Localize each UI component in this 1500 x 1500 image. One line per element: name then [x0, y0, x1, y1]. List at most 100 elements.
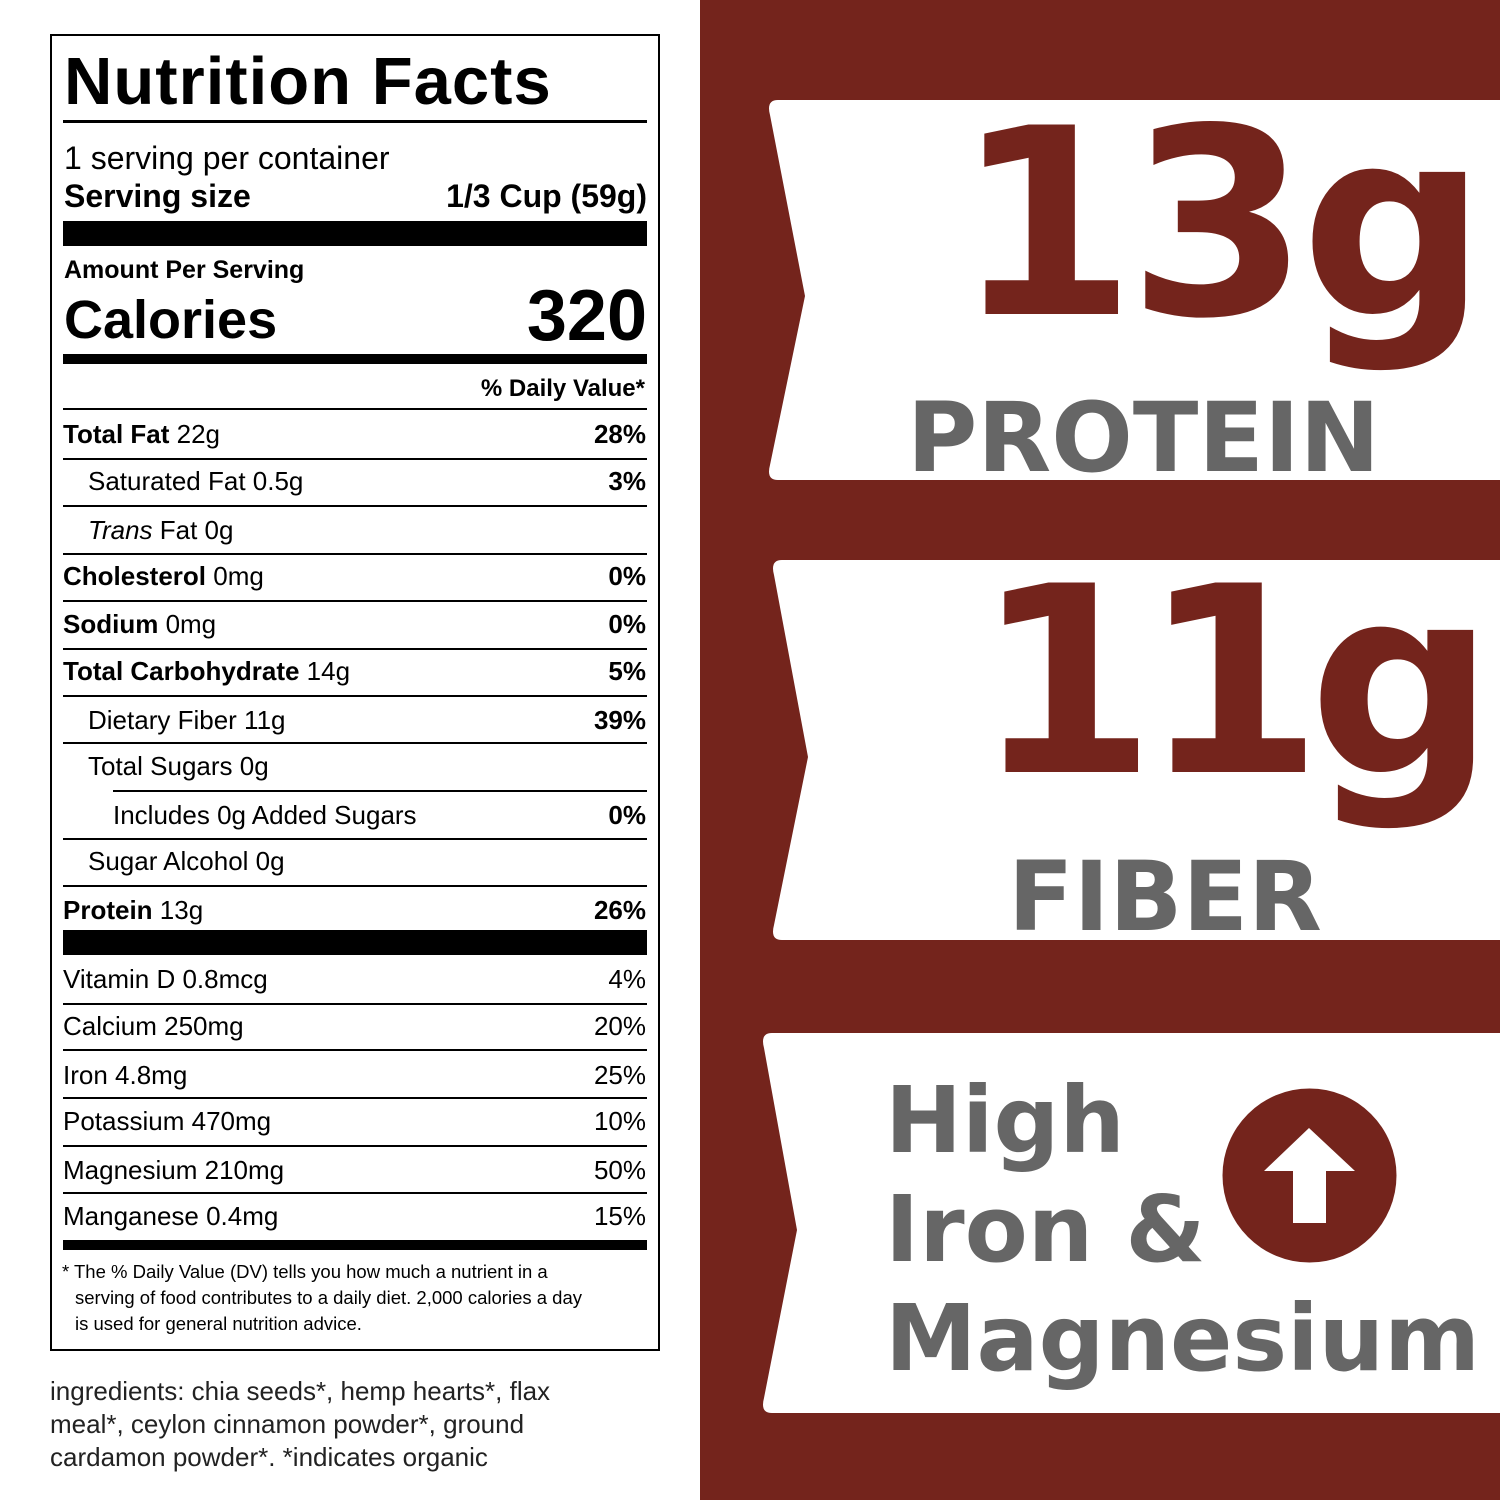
row-divider: [63, 1097, 647, 1099]
minerals-line-3: Magnesium: [885, 1285, 1481, 1392]
nutrient-amount: 0mg: [206, 561, 264, 591]
nutrient-bold: Cholesterol: [63, 561, 207, 591]
row-divider: [63, 838, 647, 840]
nutrient-name: Saturated Fat 0.5g: [88, 468, 303, 494]
row-divider: [63, 1145, 647, 1147]
amount-per-serving: Amount Per Serving: [64, 256, 305, 284]
nutrient-name: Calcium 250mg: [63, 1013, 244, 1039]
minerals-line-1: High: [885, 1067, 1125, 1174]
fiber-label: FIBER: [1008, 841, 1322, 953]
divider: [63, 408, 647, 410]
protein-label: PROTEIN: [907, 382, 1381, 494]
nutrient-amount: Magnesium 210mg: [63, 1155, 285, 1185]
nutrient-name: Cholesterol 0mg: [63, 563, 264, 589]
divider: [63, 120, 647, 123]
protein-banner: [769, 100, 1500, 480]
nutrient-name: Manganese 0.4mg: [63, 1203, 278, 1229]
nutrient-amount: Manganese 0.4mg: [63, 1201, 279, 1231]
daily-value-percent: 0%: [608, 609, 646, 639]
thick-bar: [63, 930, 647, 955]
nutrient-name: Vitamin D 0.8mcg: [63, 966, 268, 992]
daily-value-percent: 50%: [593, 1155, 646, 1185]
nutrient-amount: Total Sugars 0g: [88, 751, 269, 781]
row-divider: [63, 648, 647, 650]
nutrient-name: Dietary Fiber 11g: [88, 707, 286, 733]
daily-value-header: % Daily Value*: [480, 375, 645, 402]
ingredients-line-2: meal*, ceylon cinnamon powder*, ground: [50, 1409, 525, 1439]
row-divider: [63, 458, 647, 460]
row-divider: [63, 553, 647, 555]
row-divider: [63, 1003, 647, 1005]
nutrient-name: Includes 0g Added Sugars: [113, 802, 417, 828]
nutrient-amount: Sugar Alcohol 0g: [88, 846, 285, 876]
daily-value-percent: 3%: [608, 466, 646, 496]
nutrient-amount: Saturated Fat 0.5g: [88, 466, 304, 496]
daily-value-percent: 0%: [608, 561, 646, 591]
nutrient-name: Total Sugars 0g: [88, 753, 269, 779]
row-divider: [63, 1192, 647, 1194]
nutrient-bold: Total Carbohydrate: [63, 656, 300, 686]
nutrient-name: Iron 4.8mg: [63, 1062, 187, 1088]
row-divider: [113, 790, 647, 792]
nutrient-name: Magnesium 210mg: [63, 1157, 284, 1183]
row-divider: [63, 695, 647, 697]
row-divider: [63, 505, 647, 507]
footnote-line-2: serving of food contributes to a daily d…: [75, 1287, 582, 1308]
nutrient-bold: Protein: [63, 895, 153, 925]
nutrient-name: Potassium 470mg: [63, 1108, 271, 1134]
serving-size-value: 1/3 Cup (59g): [446, 178, 647, 214]
nutrient-amount: 0mg: [158, 609, 217, 639]
nutrient-name: Total Carbohydrate 14g: [63, 658, 350, 684]
nutrient-name: Total Fat 22g: [63, 421, 220, 447]
footnote-line-1: * The % Daily Value (DV) tells you how m…: [62, 1261, 548, 1282]
nutrient-italic: Trans: [88, 515, 153, 545]
serving-size-label: Serving size: [64, 178, 251, 214]
nutrient-name: Sugar Alcohol 0g: [88, 848, 285, 874]
protein-value: 13g: [955, 74, 1487, 376]
arrow-up-circle-icon: [1222, 1088, 1397, 1263]
nutrient-name: Sodium 0mg: [63, 611, 216, 637]
daily-value-percent: 5%: [608, 656, 646, 686]
nutrient-amount: Potassium 470mg: [63, 1106, 272, 1136]
nutrient-amount: 13g: [152, 895, 204, 925]
nutrient-amount: Calcium 250mg: [63, 1011, 244, 1041]
minerals-line-2: Iron &: [885, 1176, 1206, 1283]
nutrient-amount: Fat 0g: [152, 515, 234, 545]
daily-value-percent: 10%: [593, 1106, 646, 1136]
daily-value-percent: 25%: [593, 1060, 646, 1090]
daily-value-percent: 15%: [593, 1201, 646, 1231]
medium-bar: [63, 354, 647, 364]
nutrient-amount: Iron 4.8mg: [63, 1060, 188, 1090]
nutrient-bold: Sodium: [63, 609, 159, 639]
daily-value-percent: 20%: [593, 1011, 646, 1041]
calories-value: 320: [526, 276, 647, 356]
nutrient-amount: Vitamin D 0.8mcg: [63, 964, 268, 994]
nutrient-amount: Includes 0g Added Sugars: [113, 800, 417, 830]
nutrition-facts-label: [50, 34, 660, 1351]
ingredients-line-3: cardamon powder*. *indicates organic: [50, 1442, 488, 1472]
thick-bar: [63, 221, 647, 246]
daily-value-percent: 26%: [593, 895, 646, 925]
daily-value-percent: 28%: [593, 419, 646, 449]
nutrient-amount: 14g: [299, 656, 351, 686]
daily-value-percent: 0%: [608, 800, 646, 830]
fiber-value: 11g: [975, 532, 1495, 834]
nutrient-amount: 22g: [169, 419, 221, 449]
calories-label: Calories: [64, 290, 278, 350]
row-divider: [63, 885, 647, 887]
row-divider: [63, 1049, 647, 1051]
nutrient-name: Protein 13g: [63, 897, 203, 923]
daily-value-percent: 39%: [593, 705, 646, 735]
nutrient-amount: Dietary Fiber 11g: [88, 705, 286, 735]
ingredients-line-1: ingredients: chia seeds*, hemp hearts*, …: [50, 1376, 551, 1406]
footnote-line-3: is used for general nutrition advice.: [75, 1313, 362, 1334]
nutrient-bold: Total Fat: [63, 419, 170, 449]
label-title: Nutrition Facts: [64, 44, 552, 119]
nutrient-name: Trans Fat 0g: [88, 517, 233, 543]
medium-bar: [63, 1240, 647, 1250]
daily-value-percent: 4%: [608, 964, 646, 994]
fiber-banner: [773, 560, 1500, 940]
row-divider: [63, 742, 647, 744]
row-divider: [63, 600, 647, 602]
servings-per-container: 1 serving per container: [64, 140, 390, 176]
